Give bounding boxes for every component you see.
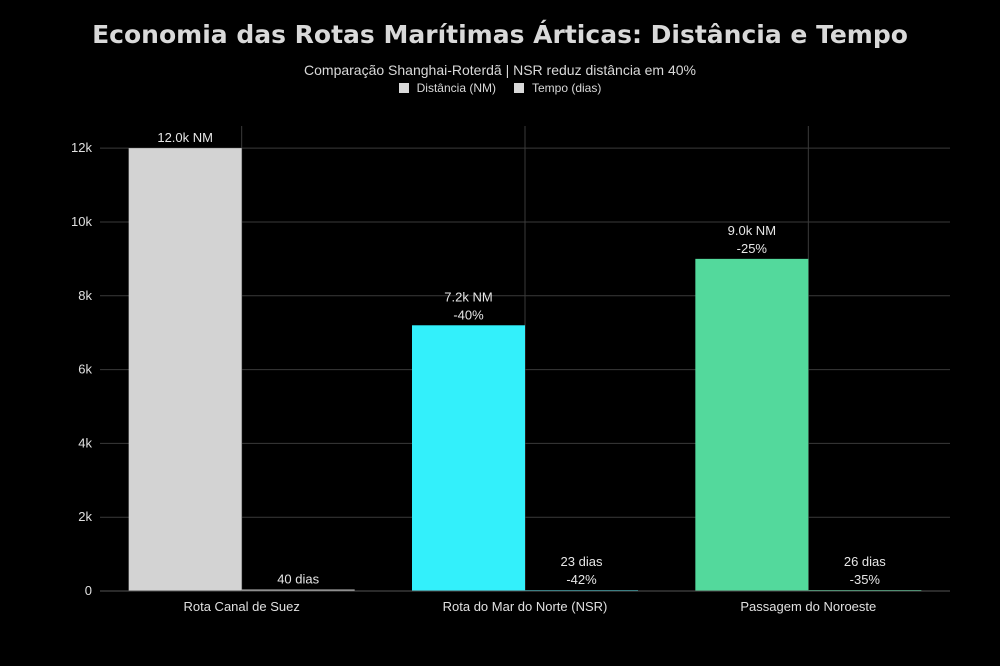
data-label-distance: -25%: [737, 241, 768, 256]
data-label-distance: 7.2k NM: [444, 289, 492, 304]
y-tick-label: 4k: [78, 435, 92, 450]
data-label-time: -42%: [566, 572, 597, 587]
legend-swatch-distance: [398, 83, 409, 93]
data-label-time: -35%: [850, 572, 881, 587]
y-tick-label: 10k: [71, 214, 92, 229]
legend: Distância (NM) Tempo (dias): [0, 81, 1000, 95]
y-tick-label: 12k: [71, 140, 92, 155]
y-tick-label: 2k: [78, 509, 92, 524]
x-tick-label: Rota Canal de Suez: [183, 599, 299, 614]
x-tick-label: Rota do Mar do Norte (NSR): [443, 599, 608, 614]
bar-distance: [128, 148, 242, 591]
legend-swatch-time: [513, 83, 524, 93]
bar-distance: [695, 258, 809, 591]
legend-item-distance[interactable]: Distância (NM): [398, 81, 496, 95]
bar-distance: [412, 325, 525, 591]
data-label-distance: -40%: [453, 307, 484, 322]
chart-subtitle: Comparação Shanghai-Roterdã | NSR reduz …: [304, 62, 696, 78]
data-label-time: 23 dias: [561, 554, 603, 569]
y-tick-label: 0: [85, 583, 92, 598]
legend-label-time: Tempo (dias): [531, 81, 602, 95]
chart-title: Economia das Rotas Marítimas Árticas: Di…: [92, 20, 908, 49]
y-tick-label: 6k: [78, 362, 92, 377]
legend-label-distance: Distância (NM): [416, 81, 496, 95]
data-label-time: 26 dias: [844, 554, 886, 569]
y-tick-label: 8k: [78, 288, 92, 303]
legend-item-time[interactable]: Tempo (dias): [513, 81, 602, 95]
bar-time: [241, 589, 355, 591]
x-tick-label: Passagem do Noroeste: [740, 599, 876, 614]
data-label-distance: 9.0k NM: [728, 223, 776, 238]
data-label-time: 40 dias: [277, 572, 319, 587]
data-label-distance: 12.0k NM: [157, 130, 213, 145]
